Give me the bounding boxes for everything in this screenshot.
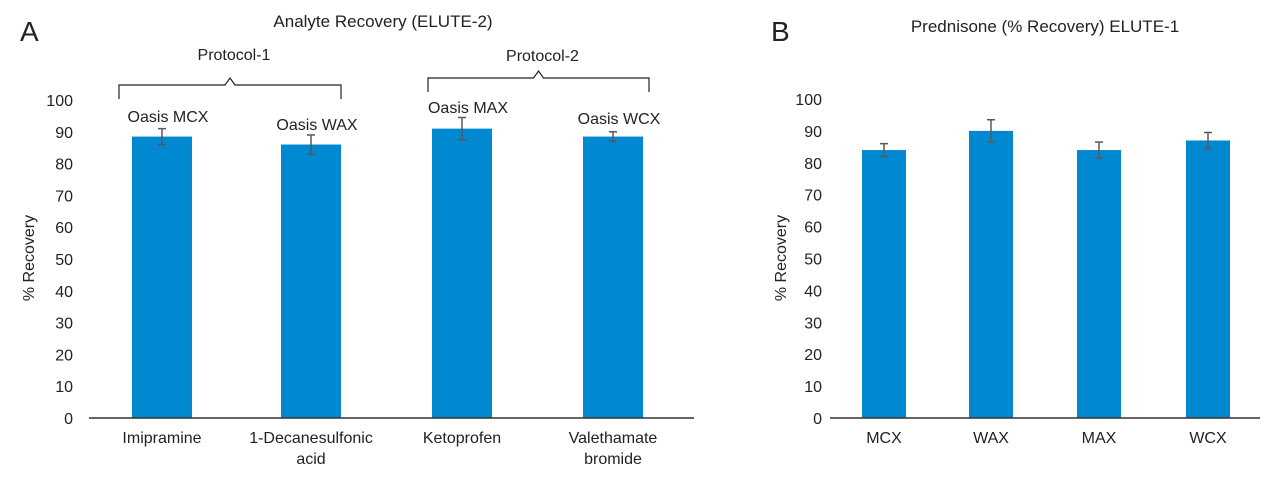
b-y-tick-label: 60 <box>804 220 822 237</box>
a-bar <box>132 136 192 418</box>
b-y-tick-label: 40 <box>804 283 822 300</box>
panel-a-y-axis-label: % Recovery <box>21 215 38 301</box>
protocol-label: Protocol-1 <box>198 47 271 64</box>
b-y-tick-label: 30 <box>804 315 822 332</box>
a-y-tick-label: 10 <box>55 379 73 396</box>
a-x-tick-label: bromide <box>584 451 642 468</box>
a-y-tick-label: 50 <box>55 252 73 269</box>
protocol-bracket <box>427 69 650 92</box>
b-y-tick-label: 100 <box>795 92 822 109</box>
b-y-tick-label: 70 <box>804 188 822 205</box>
a-y-tick-label: 20 <box>55 347 73 364</box>
panel-a-title: Analyte Recovery (ELUTE-2) <box>273 12 492 31</box>
b-x-tick-label: MAX <box>1082 430 1117 447</box>
panel-b-y-axis-label: % Recovery <box>773 215 790 301</box>
a-y-tick-label: 100 <box>46 93 73 110</box>
a-bar <box>432 128 492 418</box>
b-x-tick-label: WCX <box>1189 430 1227 447</box>
a-bar <box>583 136 643 418</box>
protocol-label: Protocol-2 <box>506 48 579 65</box>
b-y-tick-label: 90 <box>804 124 822 141</box>
panel-b-plot: 0 10 20 30 40 50 60 70 80 90 100 MCX WAX MAX WCX <box>795 92 1260 447</box>
b-bar <box>969 130 1013 418</box>
b-bar <box>1077 150 1121 419</box>
b-y-tick-label: 10 <box>804 379 822 396</box>
b-bar <box>1186 140 1230 418</box>
panel-a-label: A <box>20 16 39 47</box>
b-y-tick-label: 0 <box>813 411 822 428</box>
panel-b-title: Prednisone (% Recovery) ELUTE-1 <box>911 17 1179 36</box>
a-x-tick-label: 1-Decanesulfonic <box>249 430 373 447</box>
a-y-tick-label: 90 <box>55 125 73 142</box>
a-y-tick-label: 0 <box>64 411 73 428</box>
panel-a-plot: 0 10 20 30 40 50 60 70 80 90 100 Imipramine 1-Decane… <box>46 47 694 468</box>
panel-b-label: B <box>771 16 790 47</box>
a-bar <box>281 144 341 418</box>
a-x-tick-label: acid <box>296 451 325 468</box>
a-y-tick-label: 30 <box>55 316 73 333</box>
b-x-tick-label: MCX <box>866 430 902 447</box>
a-y-tick-label: 80 <box>55 157 73 174</box>
bar-annotation: Oasis MAX <box>428 100 508 117</box>
a-y-tick-label: 40 <box>55 284 73 301</box>
a-x-tick-label: Imipramine <box>122 430 201 447</box>
protocol-bracket <box>118 76 342 99</box>
b-y-tick-label: 50 <box>804 252 822 269</box>
b-bar <box>862 150 906 419</box>
bar-annotation: Oasis MCX <box>128 109 209 126</box>
a-y-tick-label: 60 <box>55 220 73 237</box>
a-x-tick-label: Ketoprofen <box>423 430 501 447</box>
b-x-tick-label: WAX <box>973 430 1009 447</box>
b-y-tick-label: 20 <box>804 347 822 364</box>
bar-annotation: Oasis WAX <box>276 117 358 134</box>
a-y-tick-label: 70 <box>55 188 73 205</box>
b-y-tick-label: 80 <box>804 156 822 173</box>
bar-annotation: Oasis WCX <box>578 111 661 128</box>
a-x-tick-label: Valethamate <box>569 430 658 447</box>
